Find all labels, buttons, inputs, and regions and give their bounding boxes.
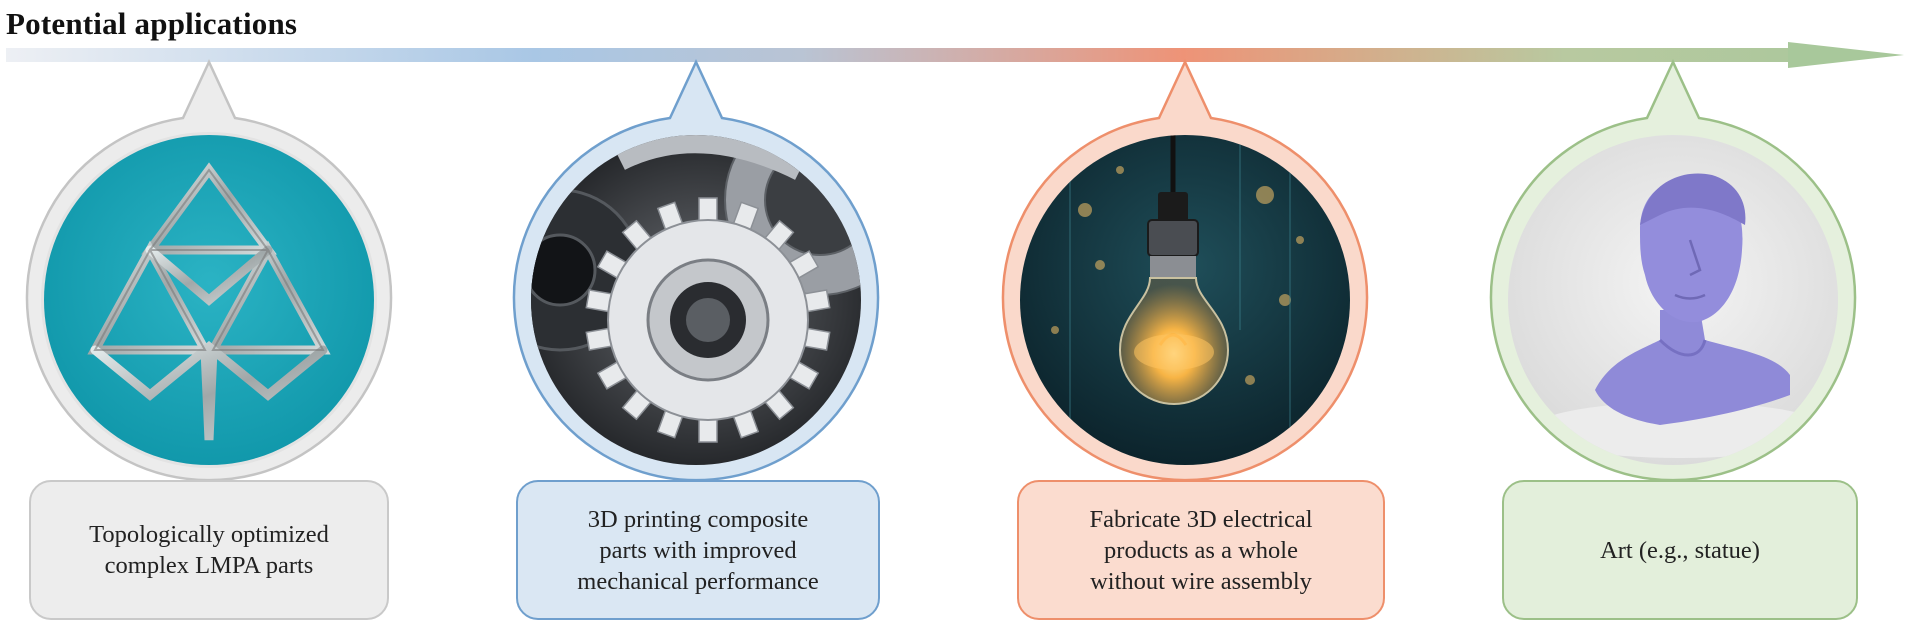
bubble-lightbulb <box>1001 59 1369 482</box>
bubble-statue <box>1489 59 1857 482</box>
caption-box-statue: Art (e.g., statue) <box>1502 480 1858 620</box>
caption-lightbulb: Fabricate 3D electrical products as a wh… <box>1089 505 1313 595</box>
diagram-title: Potential applications <box>6 6 298 41</box>
caption-box-lightbulb: Fabricate 3D electrical products as a wh… <box>1017 480 1385 620</box>
caption-gears: 3D printing composite parts with improve… <box>577 505 819 595</box>
caption-box-gears: 3D printing composite parts with improve… <box>516 480 880 620</box>
arrow-head <box>1788 42 1904 68</box>
light-bulb-icon <box>1020 135 1350 465</box>
arrow-shaft <box>6 48 1792 62</box>
caption-lattice: Topologically optimized complex LMPA par… <box>89 521 329 579</box>
gears-icon <box>531 135 861 465</box>
lattice-part-icon <box>44 135 374 465</box>
caption-statue: Art (e.g., statue) <box>1600 536 1760 564</box>
bubble-lattice <box>25 59 393 482</box>
timeline-arrow <box>6 42 1904 68</box>
bubble-gears <box>512 59 880 482</box>
caption-box-lattice: Topologically optimized complex LMPA par… <box>29 480 389 620</box>
